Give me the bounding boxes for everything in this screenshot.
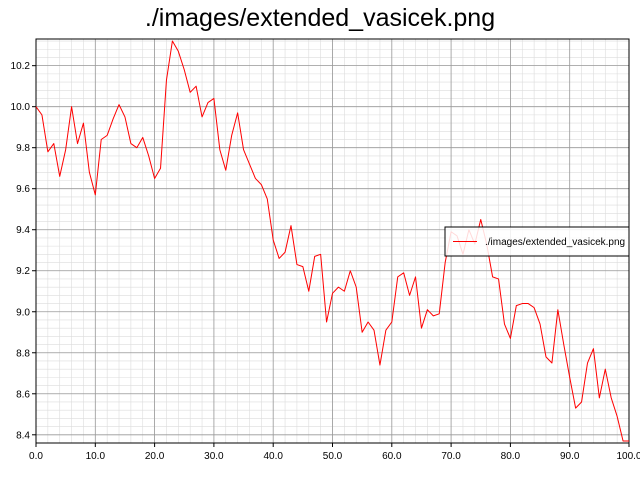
chart-title: ./images/extended_vasicek.png bbox=[144, 4, 496, 32]
x-tick-label: 60.0 bbox=[382, 451, 402, 462]
y-tick-label: 8.4 bbox=[16, 430, 30, 441]
x-tick-label: 10.0 bbox=[86, 451, 106, 462]
legend-label: ./images/extended_vasicek.png bbox=[485, 237, 625, 248]
x-tick-label: 80.0 bbox=[501, 451, 521, 462]
y-tick-label: 10.2 bbox=[11, 61, 31, 72]
y-tick-label: 10.0 bbox=[11, 102, 31, 113]
series-group bbox=[35, 40, 629, 442]
y-tick-label: 9.2 bbox=[16, 266, 30, 277]
y-tick-label: 9.4 bbox=[16, 225, 30, 236]
series-line bbox=[35, 40, 629, 442]
y-tick-label: 9.0 bbox=[16, 307, 30, 318]
y-tick-label: 9.6 bbox=[16, 184, 30, 195]
x-tick-label: 50.0 bbox=[323, 451, 343, 462]
axis-ticks: 0.0 10.0 20.0 30.0 40.0 50.0 60.0 70.0 80.0 90.0 1… bbox=[11, 61, 640, 462]
y-tick-label: 8.6 bbox=[16, 389, 30, 400]
y-tick-label: 9.8 bbox=[16, 143, 30, 154]
x-tick-label: 0.0 bbox=[29, 451, 43, 462]
x-tick-label: 70.0 bbox=[441, 451, 461, 462]
x-tick-label: 30.0 bbox=[204, 451, 224, 462]
legend: ./images/extended_vasicek.png bbox=[444, 226, 630, 257]
x-tick-label: 40.0 bbox=[263, 451, 283, 462]
x-tick-label: 100.0 bbox=[616, 451, 640, 462]
x-tick-label: 90.0 bbox=[560, 451, 580, 462]
y-tick-label: 8.8 bbox=[16, 348, 30, 359]
x-tick-label: 20.0 bbox=[145, 451, 165, 462]
